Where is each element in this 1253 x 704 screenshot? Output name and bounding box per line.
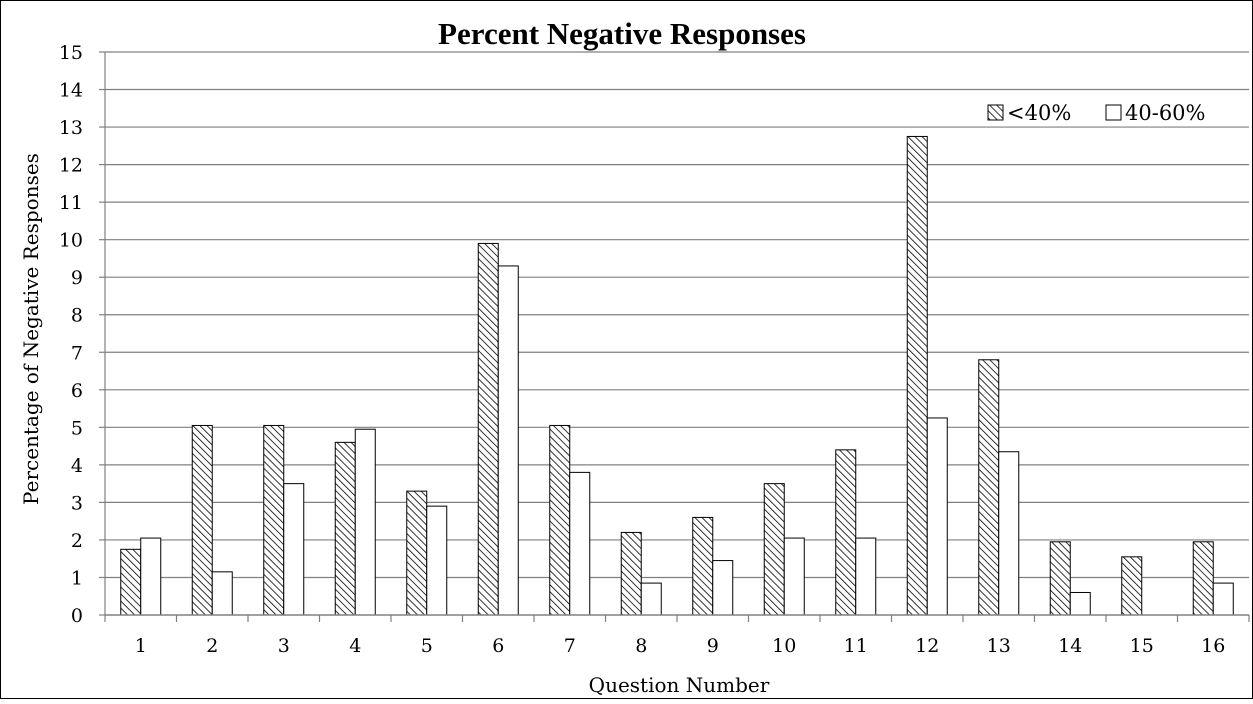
- y-tick-label: 6: [71, 380, 83, 402]
- bar-40-60: [855, 537, 877, 616]
- bar-under-40: [406, 490, 428, 616]
- bar-under-40: [477, 242, 499, 616]
- x-tick-label: 15: [1130, 635, 1154, 657]
- y-tick-label: 12: [59, 155, 83, 177]
- y-tick-label: 13: [59, 117, 83, 139]
- y-tick-label: 14: [59, 80, 83, 102]
- bar-40-60: [783, 537, 805, 616]
- bar-40-60: [712, 560, 734, 616]
- bar-under-40: [549, 424, 571, 616]
- x-axis-label: Question Number: [589, 673, 770, 697]
- bar-under-40: [191, 424, 213, 616]
- bar-40-60: [211, 571, 233, 616]
- bar-under-40: [978, 359, 1000, 616]
- legend-swatch-40-60: [1105, 104, 1122, 121]
- x-tick-label: 9: [707, 635, 719, 657]
- bar-under-40: [334, 441, 356, 616]
- chart-title: Percent Negative Responses: [438, 16, 806, 51]
- bar-40-60: [354, 428, 376, 616]
- bar-40-60: [497, 265, 519, 616]
- x-tick-label: 7: [564, 635, 576, 657]
- x-tick-label: 4: [349, 635, 361, 657]
- x-tick-label: 6: [492, 635, 504, 657]
- bar-40-60: [926, 417, 948, 616]
- y-tick-label: 5: [71, 417, 83, 439]
- x-tick-label: 8: [635, 635, 647, 657]
- x-tick-label: 14: [1058, 635, 1082, 657]
- bar-under-40: [763, 483, 785, 616]
- bar-under-40: [835, 449, 857, 616]
- legend: <40% 40-60%: [987, 101, 1206, 125]
- bar-40-60: [640, 582, 662, 616]
- x-tick-label: 10: [772, 635, 796, 657]
- x-tick-label: 3: [278, 635, 290, 657]
- x-tick-label: 16: [1201, 635, 1225, 657]
- x-tick-label: 13: [987, 635, 1011, 657]
- y-tick-label: 0: [71, 605, 83, 627]
- bar-40-60: [1212, 582, 1234, 616]
- bar-40-60: [426, 505, 448, 616]
- bar-under-40: [620, 531, 642, 616]
- bar-under-40: [120, 548, 142, 616]
- y-axis-label: Percentage of Negative Responses: [19, 153, 43, 505]
- bar-under-40: [1121, 556, 1143, 616]
- bar-40-60: [998, 451, 1020, 616]
- y-tick-label: 11: [59, 192, 83, 214]
- y-tick-label: 4: [71, 455, 83, 477]
- x-tick-label: 11: [844, 635, 868, 657]
- y-tick-label: 15: [59, 42, 83, 64]
- legend-label-under-40: <40%: [1007, 101, 1071, 125]
- bar-under-40: [1192, 541, 1214, 616]
- y-tick-label: 10: [59, 230, 83, 252]
- legend-label-40-60: 40-60%: [1125, 101, 1206, 125]
- bar-40-60: [569, 471, 591, 616]
- x-axis-ticks: 1 2 3 4 5 6 7 8 9 10 11 12 13 14 15 16: [104, 615, 1250, 657]
- x-tick-label: 12: [915, 635, 939, 657]
- x-tick-label: 1: [135, 635, 147, 657]
- y-tick-label: 3: [71, 492, 83, 514]
- legend-swatch-under-40: [987, 104, 1004, 121]
- bar-under-40: [906, 135, 928, 616]
- bars: [120, 135, 1234, 616]
- y-tick-label: 7: [71, 342, 83, 364]
- bar-under-40: [692, 516, 714, 616]
- y-tick-label: 8: [71, 305, 83, 327]
- bar-40-60: [283, 483, 305, 616]
- bar-under-40: [1049, 541, 1071, 616]
- bar-40-60: [1069, 591, 1091, 616]
- bar-40-60: [140, 537, 162, 616]
- y-tick-label: 9: [71, 267, 83, 289]
- y-tick-label: 2: [71, 530, 83, 552]
- y-tick-label: 1: [71, 567, 83, 589]
- bar-under-40: [263, 424, 285, 616]
- x-tick-label: 5: [421, 635, 433, 657]
- x-tick-label: 2: [206, 635, 218, 657]
